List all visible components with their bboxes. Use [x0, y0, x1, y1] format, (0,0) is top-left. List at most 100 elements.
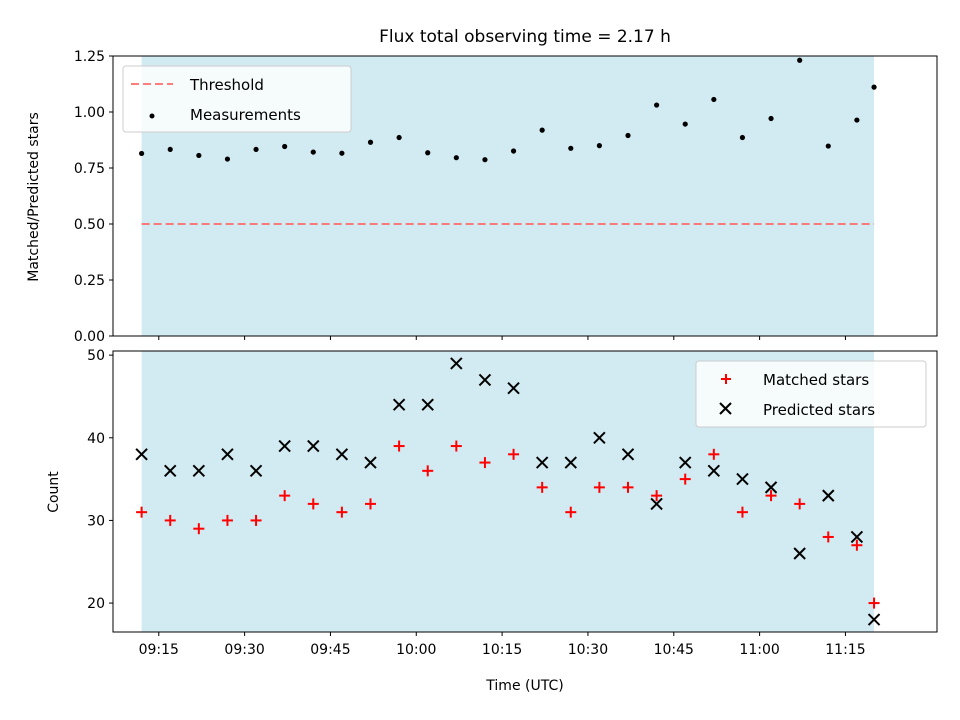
- predicted-star-point: [793, 547, 806, 560]
- matched-star-point: [651, 490, 663, 502]
- measurement-point: [339, 150, 345, 156]
- measurement-point: [224, 156, 231, 162]
- matched-star-point: [450, 440, 462, 452]
- predicted-star-point: [192, 464, 206, 478]
- measurement-point: [711, 96, 717, 103]
- predicted-star-point: [850, 530, 864, 544]
- top-ytick-label: 0.50: [74, 217, 105, 233]
- matched-star-point: [164, 514, 176, 526]
- top-ytick-label: 0.75: [74, 161, 105, 177]
- measurement-point: [253, 146, 259, 153]
- xtick-label: 09:30: [224, 642, 264, 658]
- top-ytick-label: 0.00: [74, 329, 105, 345]
- measurement-point: [367, 139, 374, 145]
- xtick-label: 09:15: [139, 642, 179, 658]
- predicted-star-point: [621, 448, 635, 461]
- predicted-star-point: [221, 448, 234, 461]
- predicted-star-point: [764, 481, 778, 494]
- measurement-point: [196, 152, 202, 159]
- matched-star-point: [365, 498, 376, 510]
- bottom-ytick-label: 20: [87, 596, 105, 612]
- predicted-star-point: [249, 464, 263, 478]
- top-ytick-label: 1.00: [74, 105, 105, 121]
- predicted-star-point: [679, 456, 692, 469]
- predicted-star-point: [650, 497, 663, 511]
- predicted-star-point: [450, 357, 463, 370]
- top-panel: 0.00 0.25 0.50 0.75 1.00 1.25 Matched/Predict…: [26, 49, 938, 345]
- predicted-star-point: [392, 398, 406, 411]
- legend-matched-marker: [721, 374, 731, 384]
- measurement-point: [797, 57, 803, 63]
- predicted-star-point: [478, 373, 492, 387]
- measurement-point: [682, 121, 688, 127]
- matched-star-point: [851, 539, 863, 551]
- matched-star-point: [822, 531, 834, 543]
- measurement-point: [854, 117, 860, 123]
- top-axes-frame: [112, 55, 938, 337]
- predicted-star-point: [822, 489, 835, 502]
- figure-title: Flux total observing time = 2.17 h: [379, 27, 671, 47]
- predicted-star-point: [278, 439, 291, 453]
- matched-star-point: [622, 481, 634, 493]
- matched-star-point: [479, 457, 491, 469]
- measurement-point: [825, 143, 831, 149]
- measurement-point: [768, 115, 774, 122]
- predicted-star-point: [364, 456, 377, 469]
- measurement-point: [139, 150, 145, 157]
- bottom-legend: Matched stars Predicted stars: [695, 360, 927, 428]
- matched-star-point: [679, 473, 691, 485]
- measurement-point: [568, 145, 574, 151]
- xtick-label: 11:00: [739, 642, 779, 658]
- measurement-point: [167, 146, 173, 153]
- predicted-star-point: [707, 464, 721, 478]
- measurement-point: [482, 157, 488, 163]
- measurement-point: [539, 127, 545, 133]
- predicted-star-point: [535, 456, 549, 469]
- predicted-star-point: [135, 448, 148, 461]
- matched-star-point: [593, 481, 605, 493]
- matched-star-point: [736, 506, 748, 518]
- predicted-star-point: [335, 448, 349, 461]
- bottom-panel: 20 30 40 50 09:15 09:30 09:45 10:00 10:15 10:30 1…: [46, 348, 938, 694]
- measurement-point: [425, 150, 431, 156]
- bottom-ytick-label: 30: [87, 513, 105, 529]
- predicted-star-point: [736, 472, 749, 486]
- xtick-label: 10:15: [482, 642, 522, 658]
- legend-predicted-marker: [719, 402, 732, 415]
- measurement-point: [453, 155, 459, 161]
- measurement-point: [871, 84, 877, 90]
- predicted-star-point: [593, 431, 606, 444]
- x-axis-label: Time (UTC): [485, 678, 563, 694]
- predicted-star-point: [564, 456, 577, 469]
- matched-star-point: [336, 506, 348, 518]
- matched-star-point: [307, 498, 319, 510]
- matched-star-point: [708, 448, 720, 460]
- matched-star-point: [250, 514, 262, 526]
- bottom-ytick-label: 50: [87, 348, 105, 364]
- predicted-star-point: [421, 398, 434, 411]
- bottom-y-axis-label: Count: [46, 471, 62, 513]
- predicted-star-point: [507, 381, 520, 395]
- matched-star-point: [279, 490, 291, 502]
- xtick-label: 10:00: [396, 642, 436, 658]
- legend-threshold-label: Threshold: [189, 76, 264, 94]
- measurement-point: [396, 134, 402, 141]
- legend-measurements-marker: [149, 113, 155, 119]
- matched-star-point: [536, 481, 548, 493]
- matched-star-point: [193, 523, 205, 535]
- measurement-point: [596, 143, 602, 149]
- predicted-star-point: [307, 439, 320, 453]
- matched-star-point: [794, 498, 806, 510]
- predicted-star-point: [164, 464, 177, 478]
- bottom-ytick-label: 40: [87, 431, 105, 447]
- matched-star-point: [422, 465, 434, 477]
- top-y-axis-label: Matched/Predicted stars: [26, 112, 42, 282]
- matched-star-point: [221, 514, 233, 526]
- matched-star-point: [565, 506, 577, 518]
- measurement-point: [282, 143, 288, 150]
- measurement-point: [625, 132, 631, 139]
- measurement-point: [654, 102, 660, 108]
- xtick-label: 10:30: [568, 642, 608, 658]
- top-ytick-label: 1.25: [74, 49, 105, 65]
- matched-star-point: [136, 506, 148, 518]
